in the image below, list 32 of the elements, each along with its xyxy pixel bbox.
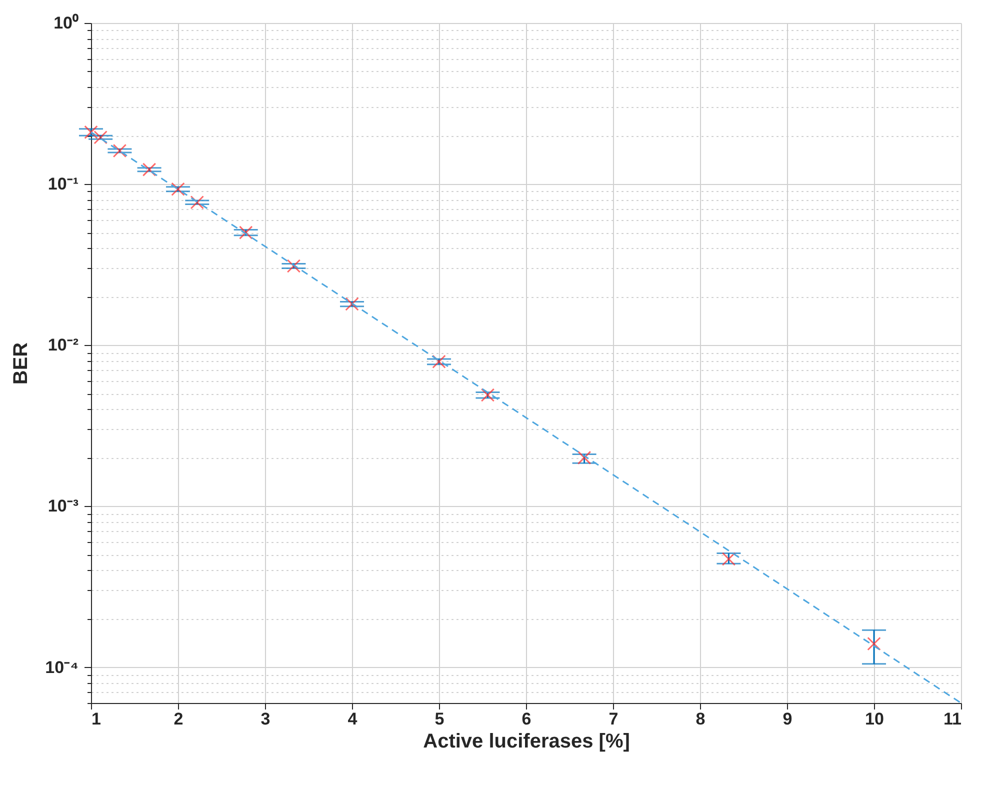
point [84, 125, 98, 140]
x-tick-label: 4 [348, 710, 358, 728]
y-tick-label: 10⁻³ [48, 496, 79, 516]
point [867, 636, 881, 651]
point [480, 388, 495, 402]
x-tick-label: 3 [260, 710, 270, 728]
point [112, 144, 127, 158]
y-axis-title: BER [10, 342, 32, 385]
point [577, 450, 592, 465]
point [94, 130, 108, 144]
x-tick-label: 7 [608, 710, 618, 728]
y-tick-label: 10⁻⁴ [45, 658, 78, 677]
y-tick-label: 10⁻² [48, 336, 79, 355]
point [722, 552, 736, 566]
point [190, 195, 204, 210]
y-tick-label: 10⁻¹ [48, 174, 79, 194]
x-tick-label: 1 [92, 710, 101, 728]
x-axis-title: Active luciferases [%] [423, 730, 630, 752]
x-tick-label: 6 [522, 710, 532, 728]
point [238, 226, 253, 240]
point [345, 297, 359, 311]
x-tick-label: 2 [174, 710, 184, 728]
point [171, 182, 185, 196]
x-tick-label: 8 [696, 710, 706, 728]
point [142, 162, 156, 176]
point [432, 354, 446, 368]
y-tick-label: 10⁰ [54, 14, 78, 32]
x-tick-label: 9 [782, 710, 792, 728]
x-tick-label: 5 [434, 710, 444, 728]
point [286, 259, 301, 273]
x-tick-label: 11 [944, 710, 962, 728]
x-tick-label: 10 [865, 710, 884, 728]
